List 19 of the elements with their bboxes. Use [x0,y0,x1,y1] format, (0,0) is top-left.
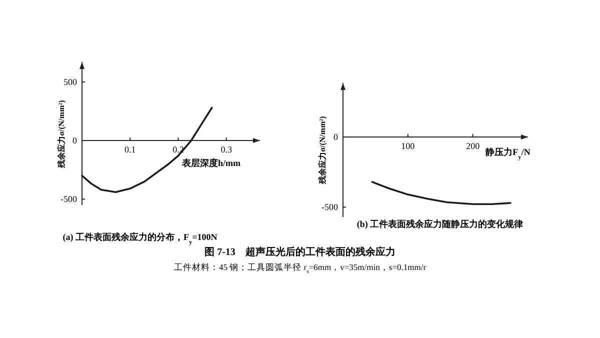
y-tick-label: 500 [64,76,78,87]
x-tick-label: 0.1 [124,144,136,155]
x-axis-title: 表层深度h/mm [181,158,242,168]
x-tick-label: 100 [401,141,416,152]
y-axis-title: 残余应力σ/(N/mm²) [56,100,66,169]
line-series [371,181,512,205]
text: (a) 工件表面残余应力的分布，F$_{y}$=100N [62,232,218,246]
x-tick-label: 0.3 [220,144,232,155]
y-axis-title: 残余应力σ/(N/mm²) [317,116,327,185]
y-tick-label: 0 [72,136,78,146]
text: 工件材料：45 钢；工具圆弧半径 r$_{s}$=6mm，v=35m/min，s=0.1mm/r [174,262,426,275]
y-tick-label: -500 [60,194,78,204]
x-axis-title: 静压力F$_{y}$/N [484,147,531,160]
text: (b) 工件表面残余应力随静压力的变化规律 [356,219,524,229]
x-tick-label: 200 [466,141,480,152]
y-tick-label: -500 [322,202,338,212]
caption: 图 7-13 超声压光后的工件表面的残余应力 [204,246,396,258]
y-tick-label: 0 [334,132,338,142]
x-tick-label: 0.2 [172,144,184,155]
